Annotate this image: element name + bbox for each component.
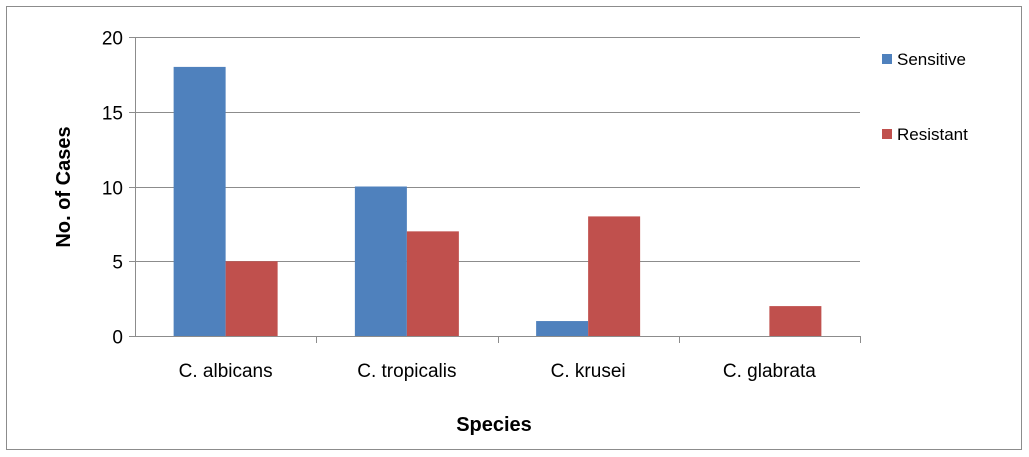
legend-swatch-resistant [882, 129, 892, 139]
gridlines [135, 37, 860, 262]
bar-sensitive-c-tropicalis [354, 186, 407, 336]
chart-border [6, 6, 1022, 450]
legend-label-resistant: Resistant [897, 125, 968, 144]
y-tick-labels: 0 5 10 15 20 [102, 29, 123, 349]
y-axis-title: No. of Cases [53, 126, 75, 247]
y-tick-label: 5 [112, 253, 123, 274]
legend-swatch-sensitive [882, 54, 892, 64]
bar-sensitive-c-krusei [536, 321, 589, 336]
bars [173, 66, 822, 337]
x-tick-label: C. albicans [179, 361, 273, 382]
y-tick-label: 15 [102, 104, 123, 125]
x-tick-labels: C. albicans C. tropicalis C. krusei C. glab… [179, 361, 817, 382]
bar-sensitive-c-albicans [173, 66, 226, 337]
legend-label-sensitive: Sensitive [897, 50, 966, 69]
y-tick-label: 0 [112, 328, 123, 349]
bar-resistant-c-albicans [225, 261, 278, 336]
y-tick-label: 20 [102, 29, 123, 50]
x-tick-label: C. krusei [551, 361, 626, 382]
legend: Sensitive Resistant [882, 50, 968, 144]
bar-resistant-c-tropicalis [406, 231, 459, 336]
bar-resistant-c-krusei [588, 216, 641, 336]
x-tick-label: C. tropicalis [357, 361, 456, 382]
x-axis-title: Species [456, 414, 532, 436]
bar-resistant-c-glabrata [769, 306, 822, 336]
x-tick-label: C. glabrata [723, 361, 816, 382]
axes [129, 37, 861, 343]
y-tick-label: 10 [102, 179, 123, 200]
